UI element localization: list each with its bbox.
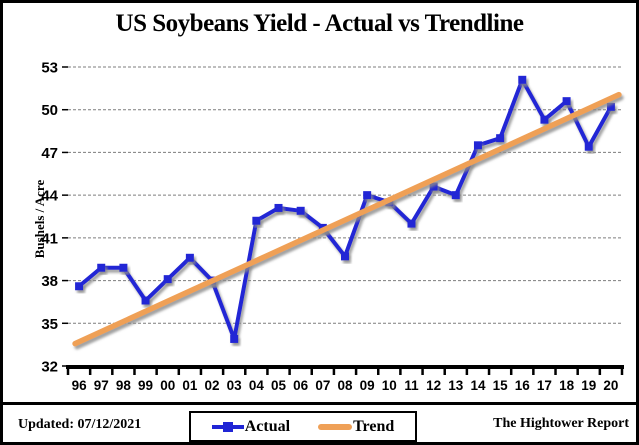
x-tick-label: 18 [559, 378, 575, 393]
actual-marker-icon [222, 421, 233, 432]
actual-data-point [296, 206, 305, 215]
trend-line [72, 91, 622, 347]
y-tick-label: 53 [41, 60, 58, 77]
x-tick-label: 15 [493, 378, 509, 393]
trend-line-swatch-icon [318, 423, 353, 430]
y-tick-label: 32 [41, 359, 58, 376]
actual-data-point [230, 334, 239, 343]
legend-box: Actual Trend [189, 411, 417, 442]
x-tick-label: 06 [293, 378, 309, 393]
y-tick-label: 35 [41, 316, 58, 333]
actual-data-point [451, 191, 460, 200]
actual-data-point [185, 253, 194, 262]
actual-data-point [496, 134, 505, 143]
x-tick-label: 04 [249, 378, 265, 393]
legend-item-actual: Actual [211, 417, 291, 436]
actual-data-point [429, 182, 438, 191]
actual-data-point [119, 263, 128, 272]
y-tick-label: 44 [41, 188, 58, 205]
y-tick-label: 50 [41, 102, 58, 119]
chart-title: US Soybeans Yield - Actual vs Trendline [115, 10, 524, 37]
x-tick-label: 12 [426, 378, 441, 393]
actual-data-point [606, 102, 615, 111]
actual-data-point [75, 282, 84, 291]
actual-data-point [341, 252, 349, 261]
actual-data-point [163, 275, 172, 284]
actual-data-point [274, 203, 283, 212]
actual-data-point [141, 296, 150, 305]
plot-area: 32 35 38 41 44 47 50 53 96 97 98 99 00 01 02 03 04 05 06 07… [41, 60, 624, 393]
actual-series-line [77, 77, 613, 341]
x-tick-label: 97 [94, 378, 109, 393]
x-tick-label: 03 [227, 378, 243, 393]
x-tick-label: 96 [72, 378, 88, 393]
x-tick-label: 11 [404, 378, 419, 393]
legend-label-trend: Trend [353, 417, 395, 435]
legend-label-actual: Actual [244, 417, 291, 435]
source-attribution: The Hightower Report [493, 416, 629, 431]
x-tick-label: 07 [315, 378, 330, 393]
actual-data-point [584, 142, 593, 151]
actual-data-point [540, 115, 549, 124]
x-tick-label: 99 [138, 378, 153, 393]
x-tick-label: 98 [116, 378, 132, 393]
y-tick-label: 38 [41, 273, 58, 290]
x-tick-label: 01 [182, 378, 198, 393]
x-tick-label: 08 [337, 378, 353, 393]
x-tick-label: 02 [205, 378, 220, 393]
actual-data-point [252, 216, 261, 225]
x-tick-label: 20 [603, 378, 618, 393]
x-tick-label: 17 [537, 378, 552, 393]
actual-data-point [407, 219, 416, 228]
footer-separator [3, 402, 636, 405]
actual-data-point [473, 141, 482, 150]
x-tick-label: 16 [515, 378, 531, 393]
x-axis-line [66, 365, 624, 369]
actual-data-point [562, 97, 571, 106]
x-tick-label: 10 [382, 378, 397, 393]
y-tick-label: 47 [41, 145, 58, 162]
legend-item-trend: Trend [300, 418, 394, 436]
x-tick-label: 13 [448, 378, 464, 393]
x-tick-label: 05 [271, 378, 287, 393]
y-tick-label: 41 [41, 230, 58, 247]
actual-data-point [363, 191, 372, 200]
x-tick-label: 09 [360, 378, 375, 393]
actual-line-swatch-icon [211, 421, 244, 432]
x-tick-label: 14 [470, 378, 486, 393]
x-tick-label: 00 [160, 378, 175, 393]
actual-data-point [518, 75, 527, 84]
updated-date: Updated: 07/12/2021 [18, 417, 142, 432]
x-tick-label: 19 [581, 378, 596, 393]
actual-data-point [97, 263, 106, 272]
